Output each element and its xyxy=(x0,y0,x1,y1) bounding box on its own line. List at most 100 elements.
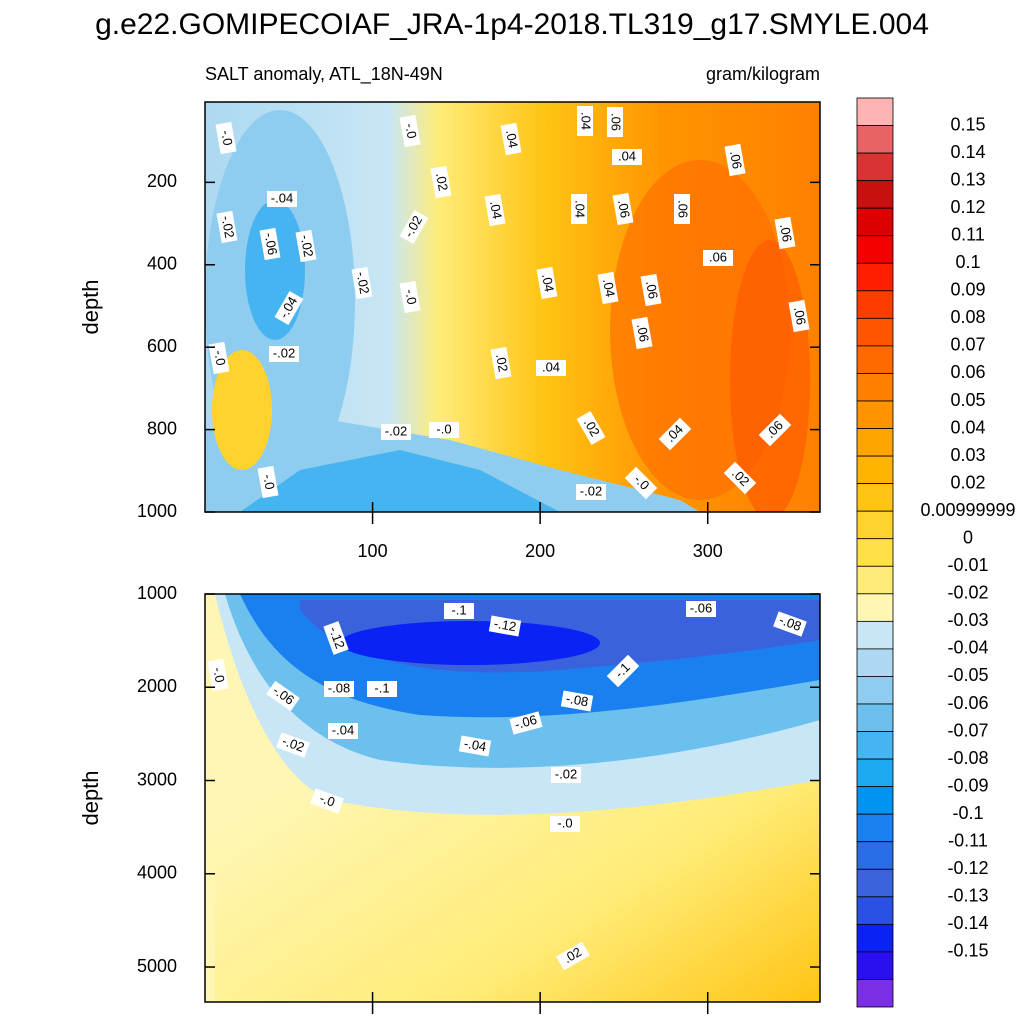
contour-label-text: .04 xyxy=(573,200,588,218)
contour-label: -.0 xyxy=(399,114,421,148)
contour-label-box xyxy=(429,422,459,438)
y-tick-label: 600 xyxy=(147,336,177,356)
contour-label: -.02 xyxy=(551,766,581,783)
contour-label-text: .04 xyxy=(503,129,521,149)
contour-label-text: -.02 xyxy=(298,233,317,258)
contour-label-text: -.04 xyxy=(463,736,488,755)
contour-label-text: .06 xyxy=(615,199,633,219)
contour-label-text: -.02 xyxy=(385,423,407,438)
contour-label: -.1 xyxy=(606,654,640,688)
contour-label-box xyxy=(488,615,522,637)
colorbar-box xyxy=(856,262,894,292)
contour-label-text: -.0 xyxy=(557,815,572,830)
contour-label-box xyxy=(624,466,658,500)
contour-label-box xyxy=(571,194,587,224)
contour-label-text: -.0 xyxy=(402,122,419,140)
colorbar-box xyxy=(856,758,894,788)
contour-label: -.02 xyxy=(381,423,411,440)
colorbar-box xyxy=(856,455,894,485)
colorbar-label: -0.03 xyxy=(947,610,988,630)
contour-label: .06 xyxy=(724,143,746,177)
x-tick-label: 300 xyxy=(693,541,723,561)
contour-label-box xyxy=(607,107,623,137)
contour-label-text: .04 xyxy=(600,278,618,298)
contour-label: .06 xyxy=(631,316,653,350)
colorbar-label: 0.11 xyxy=(951,224,985,244)
colorbar-box xyxy=(856,676,894,705)
y-tick-label: 5000 xyxy=(137,956,177,976)
colorbar-box xyxy=(856,648,894,677)
contour-label: -.0 xyxy=(429,421,459,438)
contour-label: .02 xyxy=(430,165,452,199)
contour-label-box xyxy=(631,316,653,350)
colorbar-label: -0.1 xyxy=(952,803,983,823)
contour-label: .04 xyxy=(597,271,619,305)
contour-label-text: -.0 xyxy=(318,790,337,809)
colorbar-box xyxy=(856,593,894,622)
contour-label: -.0 xyxy=(550,815,580,832)
contour-label: -.06 xyxy=(686,600,716,617)
contour-label-text: -.0 xyxy=(218,129,235,147)
plot-frame xyxy=(204,101,821,513)
contour-label: -.02 xyxy=(276,732,310,758)
y-axis-label: depth xyxy=(78,770,103,825)
contour-label: .02 xyxy=(556,941,590,971)
contour-label-text: -.1 xyxy=(451,602,466,617)
contour-label-text: -.08 xyxy=(565,691,590,710)
contour-label: .06 xyxy=(640,273,662,307)
contour-label-box xyxy=(323,621,349,655)
contour-label: -.04 xyxy=(267,190,297,207)
contour-label: .04 xyxy=(536,266,558,300)
colorbar-label: -0.08 xyxy=(947,748,988,768)
contour-label: .06 xyxy=(674,194,691,224)
subtitle-right: gram/kilogram xyxy=(706,64,820,84)
contour-label-box xyxy=(597,271,619,305)
contour-label-text: .06 xyxy=(634,323,652,343)
contour-label: -.02 xyxy=(576,483,606,500)
contour-label: .06 xyxy=(774,216,796,250)
contour-label: -.0 xyxy=(208,341,230,375)
colorbar-box xyxy=(856,731,894,760)
colorbar-box xyxy=(856,345,894,374)
y-axis-label: depth xyxy=(78,279,103,334)
colorbar-box xyxy=(856,620,894,650)
contour-label-box xyxy=(640,273,662,307)
contour-label: .04 xyxy=(571,194,588,224)
contour-label-box xyxy=(758,413,792,447)
colorbar-label: 0 xyxy=(963,527,973,547)
contour-label-text: -.02 xyxy=(280,733,306,755)
contour-label-box xyxy=(269,346,299,362)
colorbar-label: -0.01 xyxy=(947,555,988,575)
colorbar-box xyxy=(856,290,894,319)
contour-label-box xyxy=(215,121,237,155)
colorbar-label: 0.05 xyxy=(950,390,985,410)
contour-label-text: .04 xyxy=(539,273,557,293)
contour-label-text: .06 xyxy=(643,280,661,300)
contour-label: -.04 xyxy=(328,722,358,739)
contour-label: -.02 xyxy=(295,229,317,263)
contour-label: -.0 xyxy=(310,788,344,814)
colorbar-box xyxy=(856,703,894,732)
contour-label-box xyxy=(551,767,581,783)
contour-label: -.1 xyxy=(367,680,397,697)
colorbar-box xyxy=(856,896,894,925)
contour-label: .04 xyxy=(500,122,522,156)
contour-label-box xyxy=(399,280,421,314)
colorbar-label: -0.14 xyxy=(947,913,988,933)
y-tick-label: 1000 xyxy=(137,501,177,521)
contour-label: .02 xyxy=(576,411,606,445)
contour-label: -.12 xyxy=(488,615,522,637)
colorbar-label: 0.09 xyxy=(950,280,985,300)
contour-label: -.02 xyxy=(216,210,238,244)
contour-label-text: -.02 xyxy=(354,270,373,295)
contour-label-box xyxy=(490,346,512,380)
contour-label: .06 xyxy=(758,413,792,447)
contour-label-text: .02 xyxy=(433,172,451,192)
contour-label-text: -.0 xyxy=(402,288,419,306)
contour-label-text: -.02 xyxy=(273,345,295,360)
colorbar-box xyxy=(856,510,894,540)
contour-label-box xyxy=(266,680,300,712)
contour-label-box xyxy=(577,106,593,136)
colorbar-label: 0.12 xyxy=(950,197,985,217)
